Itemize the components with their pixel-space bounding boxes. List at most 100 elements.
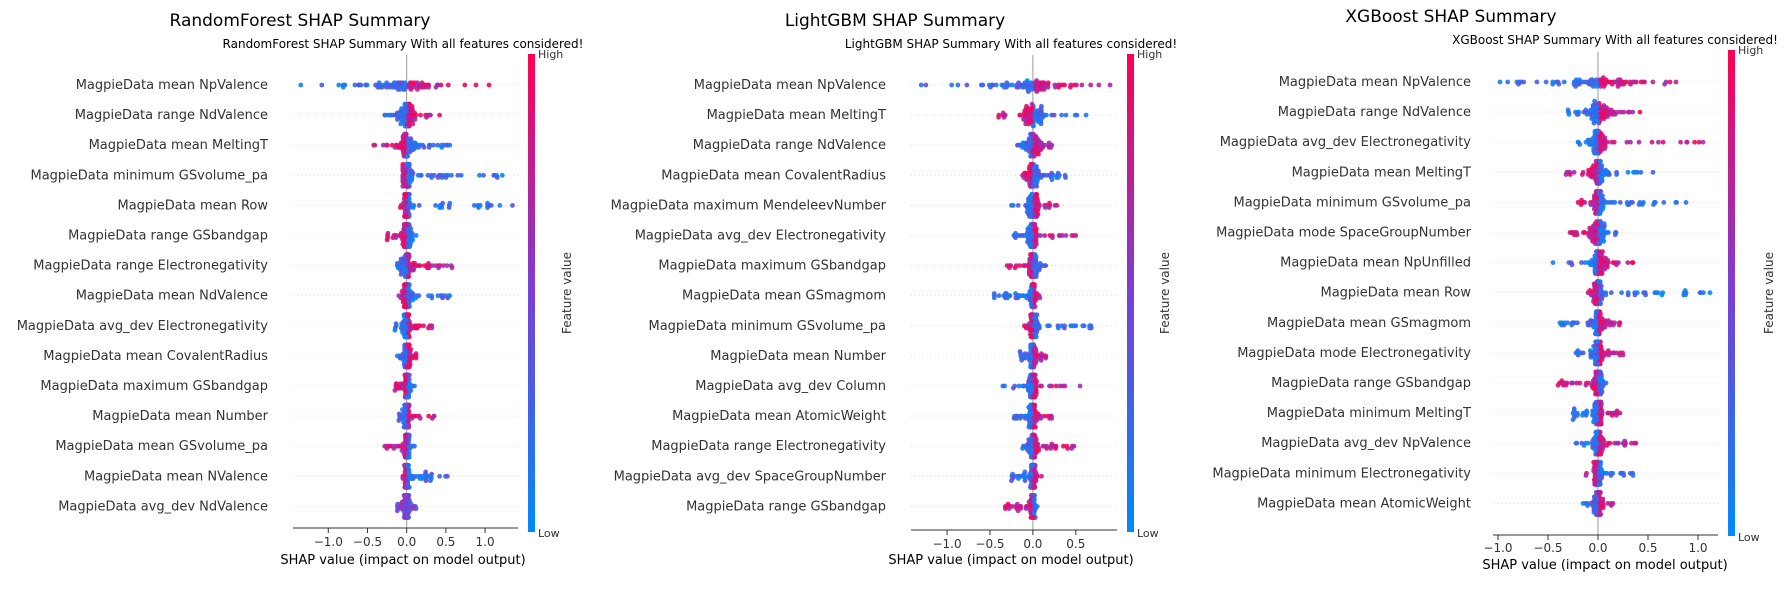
shap-point [407,381,413,387]
shap-point [1001,293,1007,299]
feature-label: MagpieData mean GSvolume_pa [55,439,268,454]
shap-point [408,288,413,294]
shap-point [396,293,402,299]
shap-point [1611,260,1617,265]
shap-point [1033,346,1039,352]
chart-subtitle: RandomForest SHAP Summary With all featu… [223,37,584,51]
shap-point [413,233,419,238]
shap-point [1571,406,1577,412]
shap-point [1043,353,1049,359]
shap-point [391,446,397,451]
shap-point [400,407,405,412]
shap-point [1026,82,1032,88]
shap-point [404,394,410,400]
shap-point [1032,454,1038,460]
shap-point [1056,233,1062,238]
shap-point [403,402,409,408]
shap-point [1030,462,1035,468]
shap-point [1051,112,1057,118]
shap-point [401,357,406,363]
shap-point [1001,84,1007,90]
shap-point [462,82,468,88]
shap-point [499,172,505,178]
shap-point [423,112,428,118]
shap-point [1573,84,1578,89]
x-axis-title: SHAP value (impact on model output) [1482,558,1727,573]
shap-point [395,117,400,122]
shap-point [1035,87,1040,92]
shap-point [405,454,411,460]
shap-point [395,501,400,507]
shap-point [1692,139,1697,145]
shap-point [404,493,409,498]
shap-point [419,80,425,86]
shap-point [1027,508,1033,514]
shap-point [398,381,403,387]
shap-point [1034,183,1040,189]
shap-point [1023,506,1029,511]
shap-point [1606,318,1611,323]
shap-point [1034,312,1040,318]
shap-point [1593,271,1598,276]
colorbar [1728,50,1735,536]
shap-point [1031,402,1037,408]
shap-point [1062,82,1067,88]
shap-point [1016,383,1022,389]
shap-point [421,323,426,329]
shap-point [1029,342,1035,348]
shap-point [1606,79,1612,85]
shap-point [1034,241,1039,247]
shap-point [1618,109,1624,115]
shap-point [1026,121,1032,127]
shap-point [1049,415,1055,421]
shap-point [1027,256,1033,262]
x-tick-label: 1.0 [476,535,495,549]
shap-point [423,469,429,475]
shap-point [404,214,409,219]
shap-point [416,293,422,299]
x-tick-label: 0.0 [1588,541,1607,555]
shap-point [1011,415,1017,421]
shap-point [447,200,453,206]
feature-label: MagpieData mean Row [1320,286,1471,301]
shap-point [1024,103,1029,109]
shap-point [1601,116,1607,122]
shap-point [1029,274,1034,279]
shap-point [1594,128,1600,134]
colorbar-low-label: Low [1738,531,1760,544]
shap-point [1029,192,1035,197]
shap-point [1029,304,1035,310]
shap-point [1707,290,1713,296]
shap-point [955,82,961,88]
shap-point [1598,271,1604,276]
shap-point [411,147,416,153]
shap-point [425,172,431,178]
shap-point [1608,107,1614,113]
shap-point [1050,235,1055,241]
shap-point [1605,501,1611,506]
shap-point [1026,196,1031,202]
shap-point [1598,466,1604,472]
shap-point [1612,440,1618,446]
shap-point [1017,349,1023,354]
shap-point [1559,378,1565,384]
shap-point [400,200,406,206]
shap-point [1594,429,1600,435]
shap-point [1049,142,1055,148]
shap-point [1020,172,1025,178]
shap-point [1036,325,1041,331]
feature-label: MagpieData range NdValence [75,108,268,123]
shap-point [1673,200,1679,205]
shap-point [1630,473,1636,478]
shap-point [404,312,410,318]
shap-point [1591,120,1597,126]
shap-point [1013,291,1018,296]
shap-point [991,295,997,301]
shap-point [1555,382,1561,388]
shap-point [1650,169,1656,175]
shap-point [1638,79,1644,85]
shap-point [1596,451,1602,457]
shap-point [423,478,429,484]
shap-point [426,325,431,331]
shap-point [382,112,388,118]
